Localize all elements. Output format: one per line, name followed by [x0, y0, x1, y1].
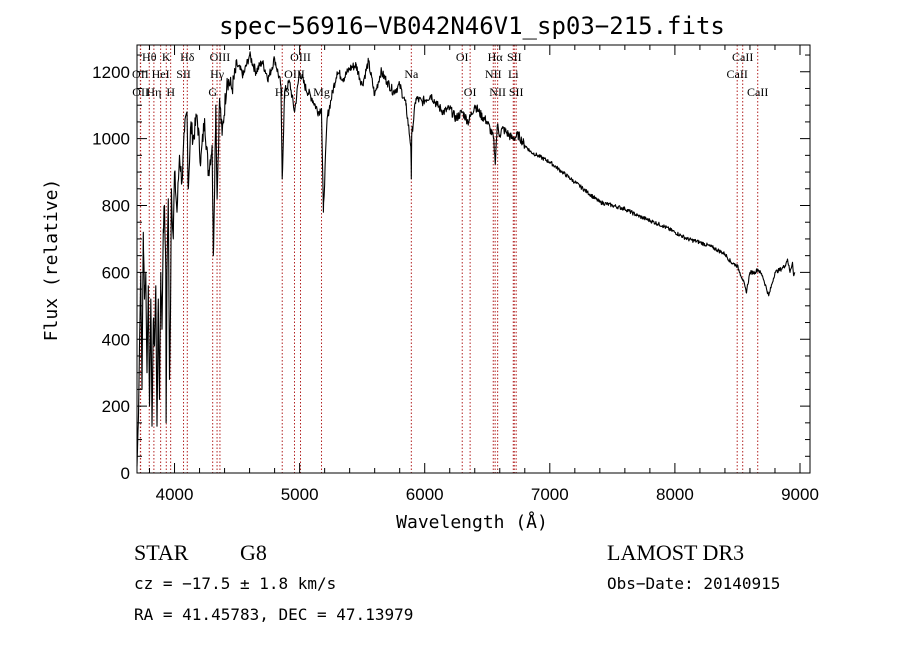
y-tick-label: 800 — [102, 197, 130, 216]
y-axis-label: Flux (relative) — [41, 179, 62, 342]
x-axis-label: Wavelength (Å) — [396, 511, 548, 533]
plot-frame — [136, 44, 811, 474]
spectral-line-label: CaII — [732, 50, 753, 64]
spectral-line-label: CaII — [747, 85, 768, 99]
spectral-line-label: Mg — [313, 85, 330, 99]
y-tick-label: 1200 — [92, 63, 130, 82]
spectral-line-label: OII — [132, 67, 149, 81]
spectral-line-label: Li — [508, 67, 519, 81]
x-tick-label: 9000 — [781, 485, 819, 504]
spectral-line-label: OI — [456, 50, 469, 64]
spectrum-trace — [136, 51, 796, 467]
spectral-line-label: Hγ — [210, 67, 225, 81]
object-class: STAR — [134, 540, 189, 565]
y-tick-label: 400 — [102, 330, 130, 349]
chart-title: spec−56916−VB042N46V1_sp03−215.fits — [219, 12, 725, 40]
spectral-line-label: OIII — [210, 50, 231, 64]
spectral-line-label: K — [162, 50, 171, 64]
x-tick-label: 6000 — [406, 485, 444, 504]
spectral-line-label: NII — [489, 85, 506, 99]
spectral-line-label: Hθ — [142, 50, 157, 64]
spectral-line-label: Na — [404, 67, 419, 81]
spectral-line-label: CaII — [727, 67, 748, 81]
spectral-line-label: G — [208, 85, 217, 99]
x-tick-label: 5000 — [281, 485, 319, 504]
x-tick-label: 8000 — [656, 485, 694, 504]
y-tick-label: 600 — [102, 263, 130, 282]
x-axis-ticks: 4000 5000 6000 7000 8000 9000 — [149, 45, 819, 504]
spectral-line-label: NII — [485, 67, 502, 81]
x-tick-label: 7000 — [531, 485, 569, 504]
y-axis-ticks: 0 200 400 600 800 1000 1200 — [92, 54, 810, 483]
spectral-line-label: HeI — [152, 67, 170, 81]
spectral-line-label: Hα — [488, 50, 504, 64]
observation-date: Obs−Date: 20140915 — [607, 574, 780, 593]
survey-name: LAMOST DR3 — [607, 540, 744, 565]
spectral-line-label: SII — [507, 50, 522, 64]
y-tick-label: 0 — [121, 464, 130, 483]
spectral-line-label: Hδ — [180, 50, 195, 64]
coordinates-readout: RA = 41.45783, DEC = 47.13979 — [134, 605, 413, 624]
spectral-line-label: OII — [132, 85, 149, 99]
y-tick-label: 200 — [102, 397, 130, 416]
y-tick-label: 1000 — [92, 130, 130, 149]
x-tick-label: 4000 — [156, 485, 194, 504]
spectral-line-label: OIII — [290, 50, 311, 64]
spectral-line-label: Hη — [146, 85, 161, 99]
spectral-line-label: OIII — [284, 67, 305, 81]
redshift-readout: cz = −17.5 ± 1.8 km/s — [134, 574, 336, 593]
object-subclass: G8 — [240, 540, 267, 565]
spectral-line-label: H — [166, 85, 175, 99]
spectral-line-label: SII — [176, 67, 191, 81]
spectral-line-label: OI — [464, 85, 477, 99]
spectral-line-label: SII — [509, 85, 524, 99]
